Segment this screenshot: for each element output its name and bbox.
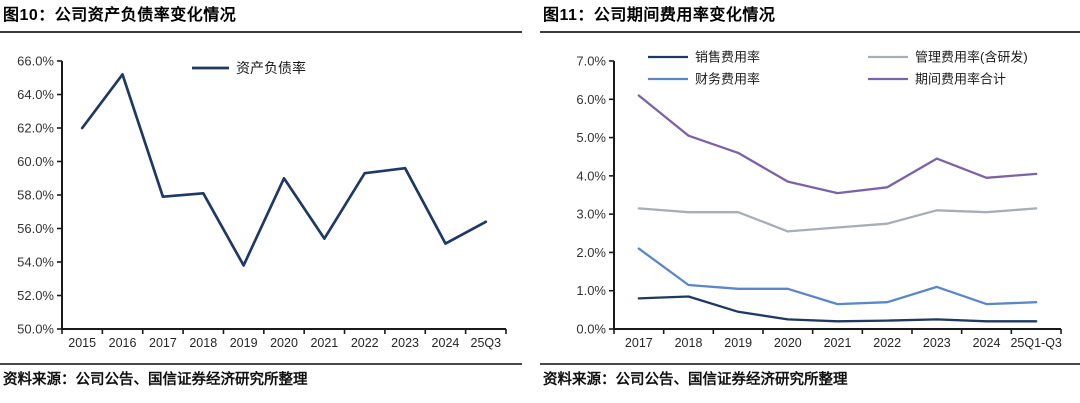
period-expense-ratio-line-chart: 0.0% 1.0% 2.0% 3.0% 4.0% 5.0% 6.0% 7.0% 2017 2018… xyxy=(576,50,1062,351)
y-tick-label: 2.0% xyxy=(576,245,606,260)
series-line xyxy=(637,247,1038,306)
figure-10-source: 资料来源：公司公告、国信证券经济研究所整理 xyxy=(3,372,308,388)
x-tick-label: 2017 xyxy=(149,336,177,350)
legend-label: 资产负债率 xyxy=(236,60,306,76)
x-tick-label: 2020 xyxy=(774,336,802,350)
y-tick-label: 54.0% xyxy=(17,255,54,270)
x-tick-label: 25Q1-Q3 xyxy=(1010,336,1061,350)
legend-label: 财务费用率 xyxy=(695,72,760,87)
y-tick-label: 3.0% xyxy=(576,207,606,222)
x-tick-label: 2021 xyxy=(824,336,852,350)
y-tick-label: 58.0% xyxy=(17,188,54,203)
figure-11-source-divider xyxy=(540,363,1080,365)
figure-11-chart-area: 0.0% 1.0% 2.0% 3.0% 4.0% 5.0% 6.0% 7.0% 2017 2018… xyxy=(540,45,1080,357)
x-tick-label: 2024 xyxy=(432,336,460,350)
legend: 销售费用率 管理费用率(含研发) 财务费用率 期间费用率合计 xyxy=(648,50,1028,87)
series-lines xyxy=(637,94,1038,323)
series-lines xyxy=(80,73,488,267)
x-tick-label: 2017 xyxy=(625,336,653,350)
y-tick-label: 5.0% xyxy=(576,130,606,145)
legend: 资产负债率 xyxy=(192,60,306,76)
legend-label: 管理费用率(含研发) xyxy=(915,50,1028,65)
legend-label: 期间费用率合计 xyxy=(915,72,1006,87)
y-tick-label: 1.0% xyxy=(576,283,606,298)
x-tick-label: 2021 xyxy=(310,336,338,350)
y-tick-label: 6.0% xyxy=(576,92,606,107)
figure-11-source: 资料来源：公司公告、国信证券经济研究所整理 xyxy=(543,372,848,388)
x-tick-label: 2016 xyxy=(109,336,137,350)
axes xyxy=(61,61,506,330)
y-axis-ticks: 0.0% 1.0% 2.0% 3.0% 4.0% 5.0% 6.0% 7.0% xyxy=(576,54,614,337)
x-tick-label: 2018 xyxy=(189,336,217,350)
axes xyxy=(613,61,1061,330)
x-tick-label: 2022 xyxy=(351,336,379,350)
y-tick-label: 52.0% xyxy=(17,288,54,303)
figure-10-title-divider xyxy=(0,31,522,33)
series-line xyxy=(637,207,1038,233)
series-line xyxy=(80,73,488,267)
y-tick-label: 66.0% xyxy=(17,54,54,69)
figure-10-title: 图10：公司资产负债率变化情况 xyxy=(3,7,237,24)
figure-11: 图11：公司期间费用率变化情况 0.0% 1.0% 2.0% 3.0% 4.0% 5.0%… xyxy=(540,0,1080,403)
y-tick-label: 50.0% xyxy=(17,322,54,337)
x-tick-label: 2022 xyxy=(873,336,901,350)
x-tick-label: 2015 xyxy=(68,336,96,350)
figure-11-title-divider xyxy=(540,31,1080,33)
x-axis-ticks: 2015 2016 2017 2018 2019 2020 2021 2022 2023 2024… xyxy=(61,329,507,350)
y-tick-label: 4.0% xyxy=(576,168,606,183)
x-tick-label: 2023 xyxy=(391,336,419,350)
figure-10-chart-area: 50.0% 52.0% 54.0% 56.0% 58.0% 60.0% 62.0% 64.0%… xyxy=(0,45,522,357)
series-line xyxy=(637,94,1038,195)
y-axis-ticks: 50.0% 52.0% 54.0% 56.0% 58.0% 60.0% 62.0% 64.0%… xyxy=(17,54,62,337)
y-tick-label: 60.0% xyxy=(17,154,54,169)
asset-liability-ratio-line-chart: 50.0% 52.0% 54.0% 56.0% 58.0% 60.0% 62.0% 64.0%… xyxy=(17,54,507,350)
legend-label: 销售费用率 xyxy=(695,50,760,65)
x-tick-label: 2020 xyxy=(270,336,298,350)
y-tick-label: 0.0% xyxy=(576,322,606,337)
x-tick-label: 2023 xyxy=(923,336,951,350)
x-tick-label: 2019 xyxy=(724,336,752,350)
x-axis-ticks: 2017 2018 2019 2020 2021 2022 2023 2024 25Q1-Q3 xyxy=(613,329,1062,350)
x-tick-label: 2018 xyxy=(675,336,703,350)
figure-10: 图10：公司资产负债率变化情况 50.0% 52.0% 54.0% 56.0% 58.0… xyxy=(0,0,522,403)
y-tick-label: 64.0% xyxy=(17,87,54,102)
series-line xyxy=(637,295,1038,323)
figure-10-source-divider xyxy=(0,363,522,365)
y-tick-label: 56.0% xyxy=(17,221,54,236)
x-tick-label: 25Q3 xyxy=(471,336,502,350)
figure-11-title: 图11：公司期间费用率变化情况 xyxy=(543,7,776,24)
x-tick-label: 2019 xyxy=(230,336,258,350)
y-tick-label: 7.0% xyxy=(576,54,606,69)
y-tick-label: 62.0% xyxy=(17,121,54,136)
x-tick-label: 2024 xyxy=(973,336,1001,350)
